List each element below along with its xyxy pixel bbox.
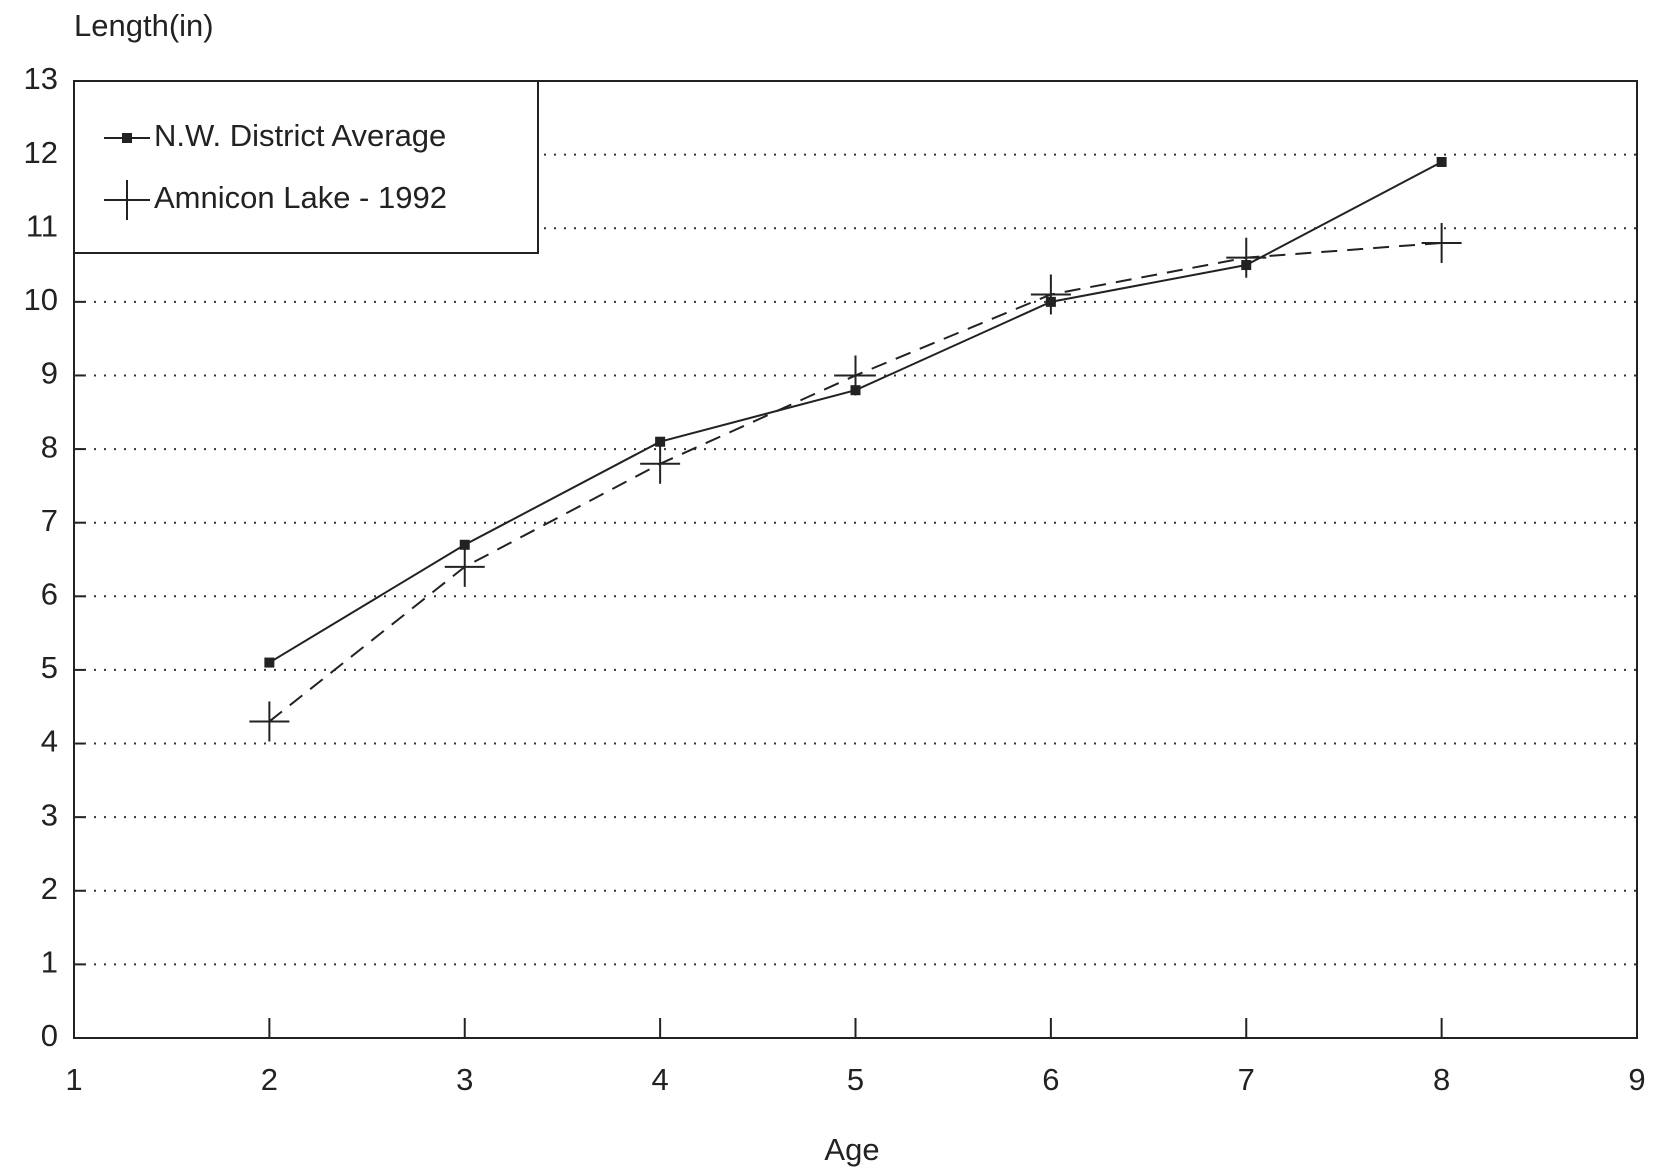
- legend-marker: [107, 180, 147, 220]
- legend-label: Amnicon Lake - 1992: [154, 180, 447, 215]
- point: [264, 657, 275, 668]
- x-tick-label: 9: [1628, 1062, 1645, 1097]
- point: [459, 539, 470, 550]
- x-tick-label: 6: [1042, 1062, 1059, 1097]
- series-line: [268, 241, 1442, 723]
- y-tick-label: 7: [41, 503, 58, 538]
- point: [1030, 274, 1071, 315]
- point: [1436, 156, 1447, 167]
- y-tick-label: 13: [24, 61, 58, 96]
- point: [835, 355, 876, 396]
- x-tick-label: 8: [1433, 1062, 1450, 1097]
- plot-frame: [73, 80, 1638, 1039]
- y-tick-label: 5: [41, 650, 58, 685]
- y-tick-label: 12: [24, 135, 58, 170]
- y-tick-label: 11: [26, 208, 58, 243]
- point: [1226, 237, 1267, 278]
- point: [640, 443, 681, 484]
- y-tick-label: 2: [41, 871, 58, 906]
- y-tick-label: 4: [41, 724, 58, 759]
- y-tick-label: 1: [41, 945, 58, 980]
- legend-box: [73, 80, 539, 254]
- x-tick-label: 1: [65, 1062, 82, 1097]
- x-tick-label: 3: [456, 1062, 473, 1097]
- y-tick-label: 9: [41, 356, 58, 391]
- x-tick-label: 7: [1238, 1062, 1255, 1097]
- y-tick-label: 8: [41, 429, 58, 464]
- point: [249, 701, 290, 742]
- x-axis-label: Age: [824, 1132, 879, 1167]
- x-tick-label: 5: [847, 1062, 864, 1097]
- legend-marker: [122, 133, 132, 143]
- y-axis-label: Length(in): [74, 8, 214, 43]
- x-tick-label: 2: [261, 1062, 278, 1097]
- y-tick-label: 6: [41, 576, 58, 611]
- point: [1421, 222, 1462, 263]
- point: [444, 546, 485, 587]
- x-tick-label: 4: [652, 1062, 669, 1097]
- y-tick-label: 0: [41, 1018, 58, 1053]
- y-tick-label: 3: [41, 797, 58, 832]
- legend-label: N.W. District Average: [154, 118, 446, 153]
- point: [655, 436, 666, 447]
- y-tick-label: 10: [24, 282, 58, 317]
